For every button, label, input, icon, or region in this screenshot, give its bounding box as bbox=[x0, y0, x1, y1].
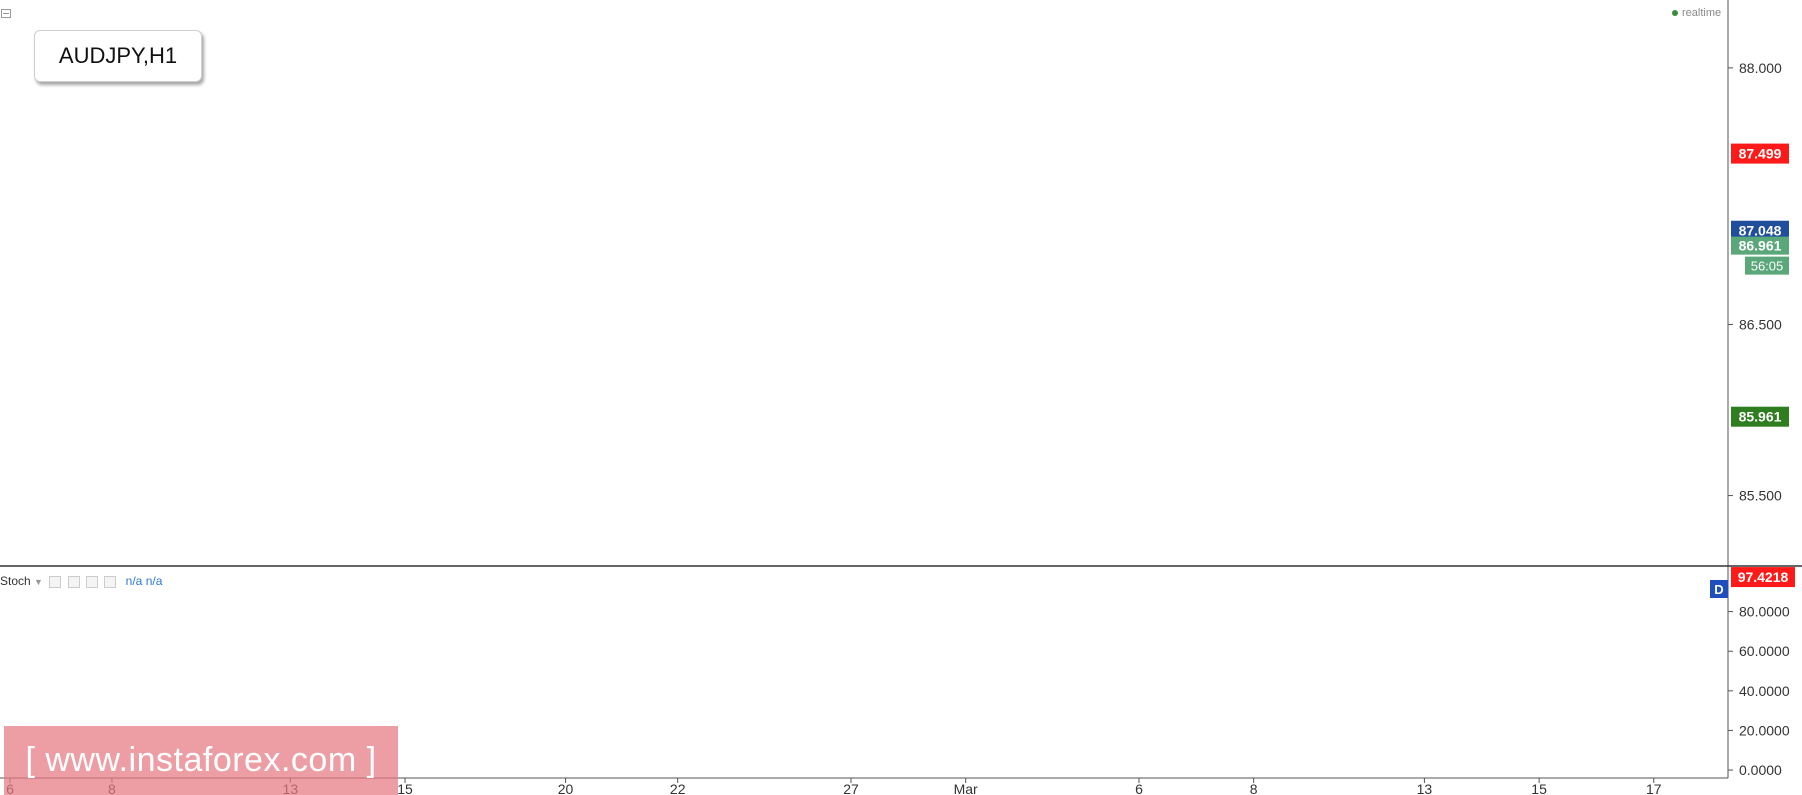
stop-loss-price-text: 87.499 bbox=[1739, 146, 1782, 162]
symbol-label: AUDJPY,H1 bbox=[34, 30, 202, 82]
plot-background bbox=[0, 0, 1728, 778]
time-tick-label: 20 bbox=[558, 781, 574, 795]
current-price-text: 86.961 bbox=[1739, 238, 1782, 254]
price-tick-label: 85.500 bbox=[1739, 488, 1782, 504]
price-tick-label: 86.500 bbox=[1739, 316, 1782, 332]
time-tick-label: 15 bbox=[397, 781, 413, 795]
time-tick-label: 13 bbox=[1417, 781, 1433, 795]
time-tick-label: 15 bbox=[1531, 781, 1547, 795]
realtime-label: realtime bbox=[1682, 7, 1722, 19]
countdown-text: 56:05 bbox=[1751, 259, 1784, 274]
stoch-tick-label: 80.0000 bbox=[1739, 604, 1790, 620]
legend-dropdown-icon[interactable]: ▼ bbox=[34, 577, 43, 587]
time-tick-label: Mar bbox=[954, 781, 978, 795]
time-tick-label: 8 bbox=[1250, 781, 1258, 795]
take-profit-price-text: 85.961 bbox=[1739, 409, 1782, 425]
current-price-tag bbox=[1731, 236, 1789, 255]
legend-settings-icon[interactable] bbox=[67, 575, 80, 588]
sell-entry-price-tag bbox=[1731, 220, 1789, 241]
time-tick-label: 27 bbox=[843, 781, 859, 795]
countdown-tag bbox=[1745, 256, 1789, 275]
watermark: [ www.instaforex.com ] bbox=[4, 726, 398, 795]
stoch-d-badge[interactable]: D bbox=[1710, 580, 1728, 598]
legend-visibility-icon[interactable] bbox=[49, 575, 62, 588]
sell-entry-price-text: 87.048 bbox=[1739, 223, 1782, 239]
realtime-indicator: realtime bbox=[1672, 7, 1721, 19]
stoch-legend-name: Stoch bbox=[0, 574, 31, 588]
stop-loss-price-tag bbox=[1731, 143, 1789, 164]
time-tick-label: 22 bbox=[670, 781, 686, 795]
stoch-legend-values: n/a n/a bbox=[125, 574, 163, 588]
stoch-level-text: 97.4218 bbox=[1738, 569, 1789, 585]
price-tick-label: 88.000 bbox=[1739, 60, 1782, 76]
stoch-level-tag bbox=[1731, 567, 1795, 588]
stoch-tick-label: 0.0000 bbox=[1739, 762, 1782, 778]
legend-close-icon[interactable] bbox=[104, 575, 117, 588]
stoch-tick-label: 40.0000 bbox=[1739, 683, 1790, 699]
take-profit-price-tag bbox=[1731, 406, 1789, 427]
legend-add-icon[interactable] bbox=[85, 575, 98, 588]
stoch-tick-label: 60.0000 bbox=[1739, 643, 1790, 659]
stoch-legend: Stoch ▼ n/a n/a bbox=[0, 574, 162, 588]
time-tick-label: 17 bbox=[1646, 781, 1662, 795]
time-tick-label: 6 bbox=[1135, 781, 1143, 795]
stoch-tick-label: 20.0000 bbox=[1739, 722, 1790, 738]
menu-icon[interactable] bbox=[1, 9, 11, 18]
realtime-dot-icon bbox=[1672, 10, 1678, 17]
